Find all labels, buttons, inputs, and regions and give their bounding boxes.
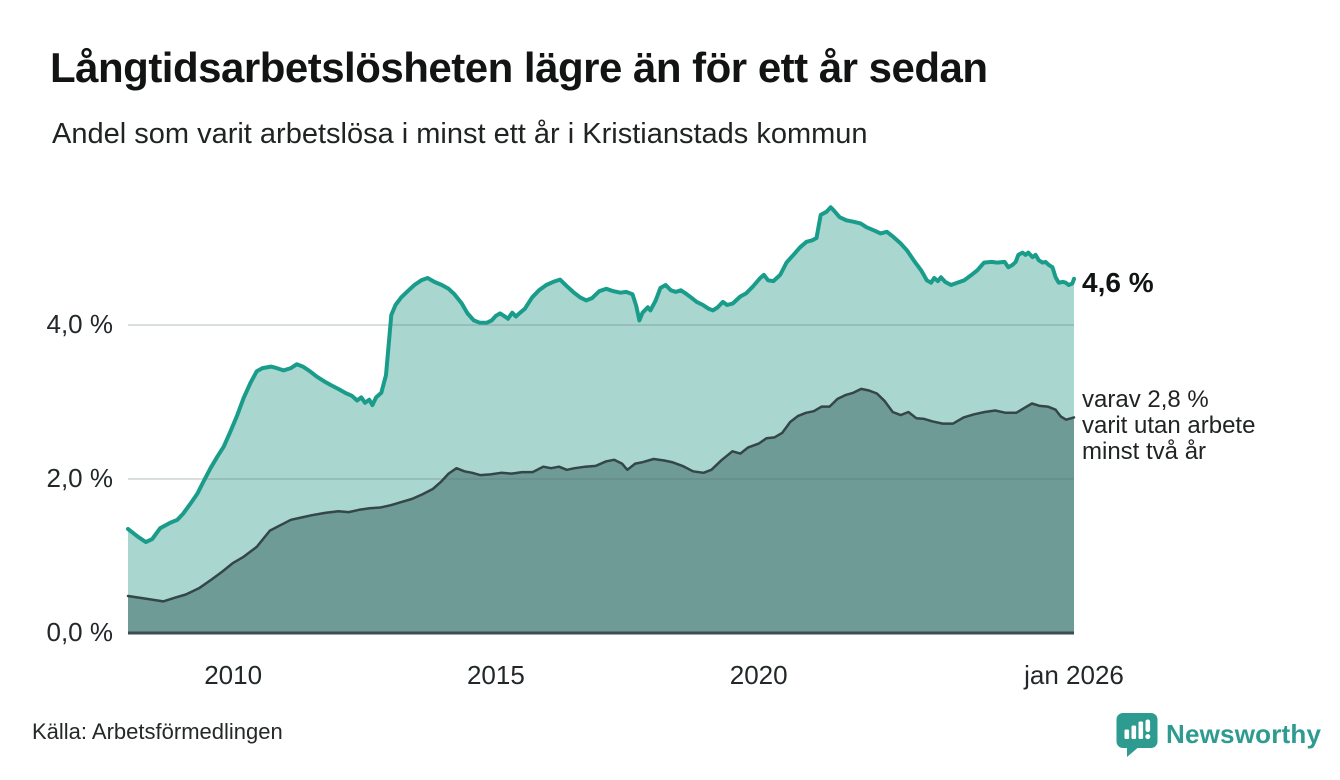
two-year-label-line1: varav 2,8 % — [1082, 386, 1209, 413]
y-axis-label-4: 4,0 % — [46, 309, 114, 339]
two-year-label-line2: varit utan arbete — [1082, 412, 1256, 439]
y-axis-label-2: 2,0 % — [46, 463, 114, 493]
x-axis-label-2010: 2010 — [204, 660, 263, 690]
newsworthy-logo: Newsworthy — [1116, 712, 1321, 757]
end-value-label-total: 4,6 % — [1082, 267, 1154, 298]
newsworthy-wordmark: Newsworthy — [1166, 719, 1322, 749]
source-note: Källa: Arbetsförmedlingen — [32, 719, 283, 744]
series-line-1 — [126, 387, 1076, 603]
series-area-1 — [128, 388, 1074, 633]
two-year-label-line3: minst två år — [1082, 438, 1207, 465]
x-axis-label-2020: 2020 — [729, 660, 788, 690]
page-subtitle: Andel som varit arbetslösa i minst ett å… — [52, 118, 868, 150]
y-axis-label-0: 0,0 % — [46, 617, 114, 647]
page-title: Långtidsarbetslösheten lägre än för ett … — [50, 44, 988, 91]
series-line-0 — [126, 205, 1076, 545]
newsworthy-logo-icon — [1116, 713, 1158, 757]
end-value-label-two-year: varav 2,8 % varit utan arbete minst två … — [1082, 387, 1255, 465]
x-axis-label-jan-2026: jan 2026 — [1024, 660, 1124, 690]
x-axis-label-2015: 2015 — [466, 660, 525, 690]
